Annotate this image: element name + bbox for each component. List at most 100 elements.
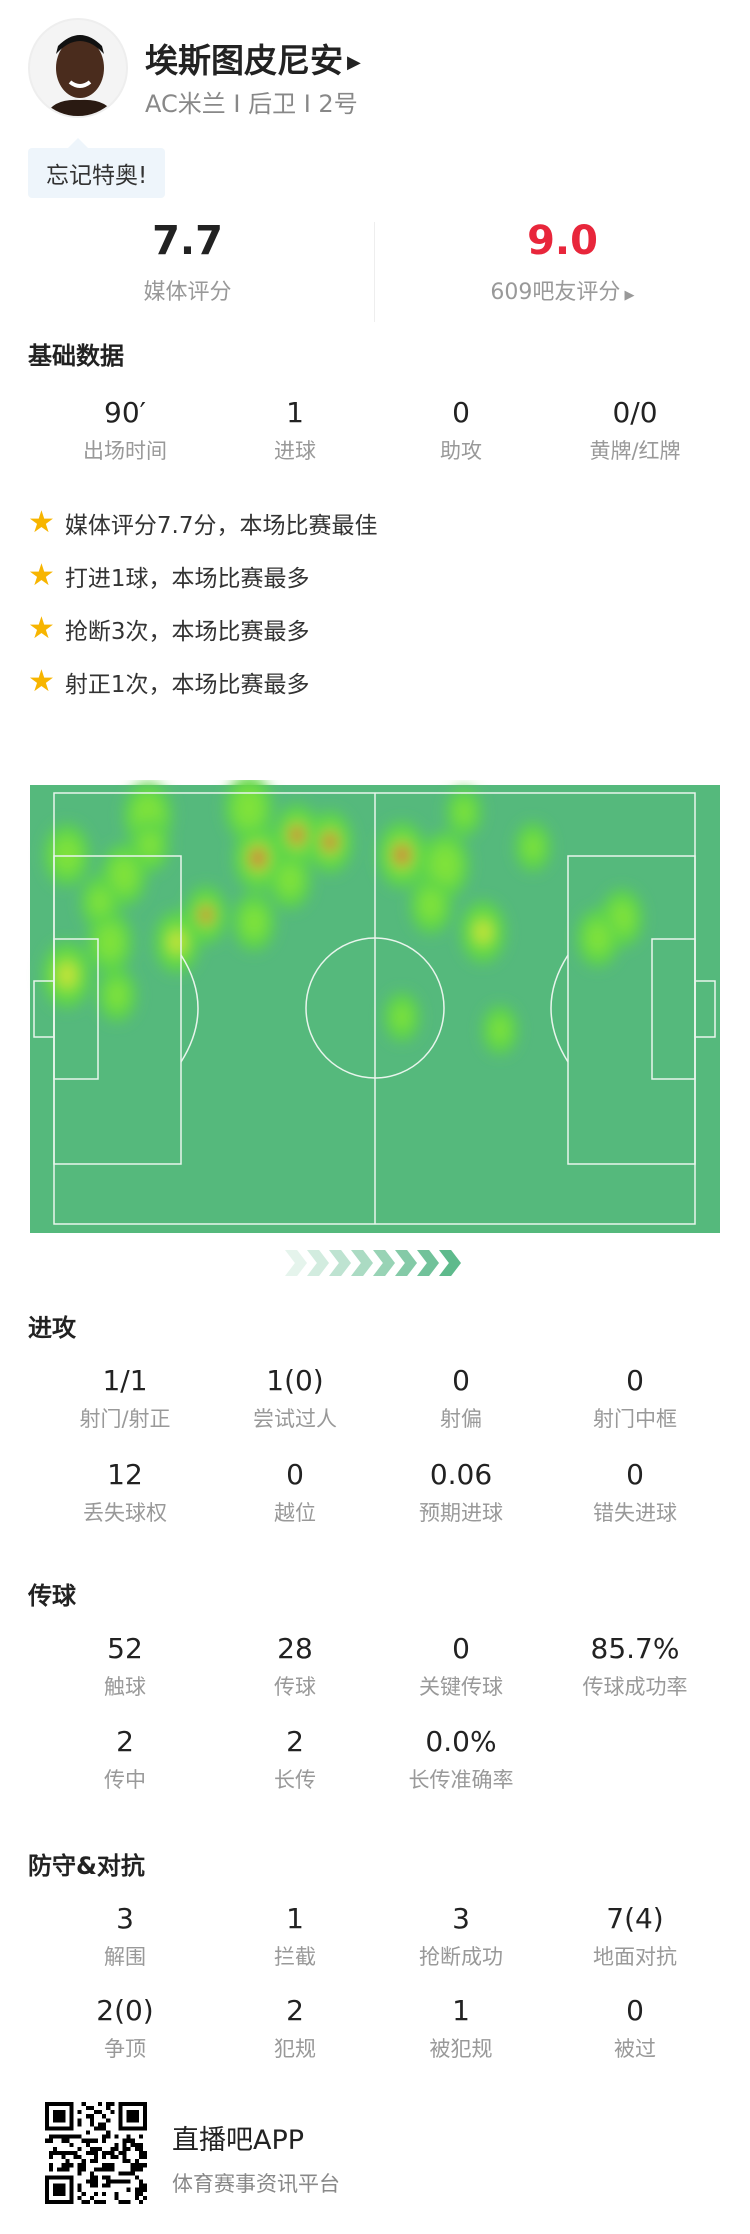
- stat-label: 尝试过人: [253, 1407, 337, 1431]
- stat-label: 射门/射正: [79, 1407, 171, 1431]
- stat-label: 错失进球: [593, 1501, 677, 1525]
- stat-value: 3: [116, 1902, 134, 1935]
- stat-item: 90′ 出场时间: [32, 396, 218, 465]
- stat-label: 争顶: [104, 2037, 146, 2061]
- stat-label: 拦截: [274, 1945, 316, 1969]
- section-title-defense: 防守&对抗: [28, 1852, 145, 1880]
- heat-spot: [54, 837, 80, 873]
- stat-value: 0: [626, 1994, 644, 2027]
- stat-item: 0.0% 长传准确率: [368, 1725, 554, 1794]
- chevron-right-icon: [307, 1250, 329, 1276]
- stat-item: 28 传球: [202, 1632, 388, 1701]
- stat-item: 3 抢断成功: [368, 1902, 554, 1971]
- stat-value: 1: [452, 1994, 470, 2027]
- section-title-attack: 进攻: [28, 1314, 76, 1342]
- heat-spot: [234, 788, 264, 828]
- stat-value: 2: [286, 1994, 304, 2027]
- stat-item: 0 越位: [202, 1458, 388, 1527]
- stat-label: 解围: [104, 1945, 146, 1969]
- stat-label: 犯规: [274, 2037, 316, 2061]
- heat-spot: [456, 801, 472, 823]
- stat-label: 长传准确率: [408, 1768, 514, 1792]
- stat-item: 0 射门中框: [542, 1364, 728, 1433]
- heat-spot: [394, 1006, 410, 1028]
- heat-spot: [525, 836, 541, 858]
- stat-label: 被过: [614, 2037, 656, 2061]
- stat-item: 0 射偏: [368, 1364, 554, 1433]
- stat-item: 1(0) 尝试过人: [202, 1364, 388, 1433]
- heat-spot: [140, 831, 160, 859]
- app-slogan: 体育赛事资讯平台: [172, 2172, 340, 2196]
- highlight-item: ★ 抢断3次，本场比赛最多: [28, 611, 310, 646]
- stat-item: 1 拦截: [202, 1902, 388, 1971]
- stat-item: 0.06 预期进球: [368, 1458, 554, 1527]
- heat-spot: [252, 850, 264, 866]
- heat-spot: [242, 906, 266, 938]
- section-title-passing: 传球: [28, 1582, 76, 1610]
- stat-item: 0 错失进球: [542, 1458, 728, 1527]
- stat-value: 0: [452, 1632, 470, 1665]
- highlight-item: ★ 媒体评分7.7分，本场比赛最佳: [28, 505, 378, 540]
- stat-label: 地面对抗: [593, 1945, 677, 1969]
- heat-spot: [97, 924, 123, 960]
- stat-value: 28: [277, 1632, 313, 1665]
- stat-label: 射门中框: [593, 1407, 677, 1431]
- stat-value: 3: [452, 1902, 470, 1935]
- heat-spot: [396, 847, 408, 863]
- stat-value: 0.0%: [425, 1725, 497, 1758]
- pitch-lines: [33, 792, 716, 1225]
- stat-item: 7(4) 地面对抗: [542, 1902, 728, 1971]
- stat-label: 被犯规: [429, 2037, 493, 2061]
- stat-item: 3 解围: [32, 1902, 218, 1971]
- stat-item: 0 被过: [542, 1994, 728, 2063]
- stat-value: 2: [286, 1725, 304, 1758]
- heat-spot: [58, 963, 76, 987]
- stat-value: 0: [286, 1458, 304, 1491]
- heat-spot: [278, 864, 302, 896]
- highlight-item: ★ 打进1球，本场比赛最多: [28, 558, 310, 593]
- heat-spot: [111, 857, 137, 893]
- stat-label: 出场时间: [83, 439, 167, 463]
- fan-rating[interactable]: 9.0 609吧友评分 ▶: [490, 218, 635, 305]
- heat-spot: [169, 931, 185, 953]
- stat-label: 黄牌/红牌: [589, 439, 681, 463]
- stat-label: 丢失球权: [83, 1501, 167, 1525]
- stat-item: 52 触球: [32, 1632, 218, 1701]
- app-name: 直播吧APP: [172, 2125, 305, 2156]
- stat-item: 2 犯规: [202, 1994, 388, 2063]
- divider: [374, 222, 375, 322]
- attack-direction: [285, 1250, 461, 1276]
- player-avatar: [28, 18, 128, 118]
- stat-label: 关键传球: [419, 1675, 503, 1699]
- stat-item: 0 关键传球: [368, 1632, 554, 1701]
- highlight-item: ★ 射正1次，本场比赛最多: [28, 664, 310, 699]
- media-rating: 7.7 媒体评分: [143, 218, 232, 305]
- heat-spot: [107, 981, 127, 1009]
- heat-spot: [291, 827, 303, 843]
- triangle-right-icon: ▶: [620, 288, 635, 303]
- stat-value: 1/1: [102, 1364, 148, 1397]
- stat-value: 0.06: [429, 1458, 493, 1491]
- comment-bubble: 忘记特奥!: [28, 138, 166, 198]
- stat-label: 进球: [274, 439, 316, 463]
- stat-item: 1/1 射门/射正: [32, 1364, 218, 1433]
- stat-value: 1: [286, 396, 304, 429]
- heat-spot: [475, 921, 491, 943]
- stat-value: 52: [107, 1632, 143, 1665]
- chevron-right-icon: [329, 1250, 351, 1276]
- stat-label: 传球: [274, 1675, 316, 1699]
- stat-value: 7(4): [606, 1902, 664, 1935]
- triangle-right-icon: ▶: [347, 52, 361, 73]
- stat-value: 0: [626, 1364, 644, 1397]
- stat-value: 2(0): [96, 1994, 154, 2027]
- stat-label: 助攻: [440, 439, 482, 463]
- section-title-basic: 基础数据: [28, 342, 124, 370]
- chevron-right-icon: [439, 1250, 461, 1276]
- stat-item: 2 传中: [32, 1725, 218, 1794]
- player-name[interactable]: 埃斯图皮尼安 ▶: [145, 41, 361, 80]
- chevron-right-icon: [417, 1250, 439, 1276]
- stat-value: 90′: [104, 396, 146, 429]
- stat-value: 12: [107, 1458, 143, 1491]
- stat-value: 85.7%: [590, 1632, 680, 1665]
- stat-label: 预期进球: [419, 1501, 503, 1525]
